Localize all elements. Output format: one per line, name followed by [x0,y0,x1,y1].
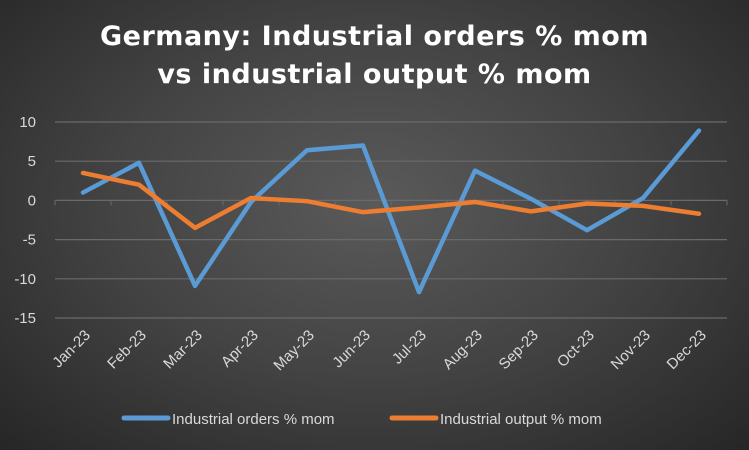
x-tick-label: Jun-23 [329,327,373,371]
series-line-industrial-orders [80,128,702,295]
y-tick-label: -10 [14,271,36,288]
x-tick-label: Oct-23 [554,327,598,371]
legend-label: Industrial orders % mom [172,411,335,428]
x-tick-label: Apr-23 [218,327,262,371]
x-tick-label: Sep-23 [496,327,542,373]
y-tick-label: -5 [23,232,36,249]
x-tick-label: Dec-23 [664,327,710,373]
y-tick-label: 10 [19,114,36,131]
y-tick-label: -15 [14,310,36,327]
chart-title-line-2: vs industrial output % mom [157,59,592,90]
y-tick-label: 0 [28,192,36,209]
legend-label: Industrial output % mom [440,411,602,428]
chart-title-line-1: Germany: Industrial orders % mom [100,21,649,52]
series-line-industrial-output [80,170,702,231]
x-tick-label: Jan-23 [49,327,93,371]
x-tick-label: Aug-23 [440,327,486,373]
y-tick-label: 5 [28,153,36,170]
x-tick-label: Mar-23 [160,327,206,373]
x-tick-label: Nov-23 [608,327,654,373]
x-tick-label: May-23 [270,327,317,374]
x-tick-label: Jul-23 [389,327,430,368]
chart-title: Germany: Industrial orders % mom vs indu… [0,18,749,94]
x-tick-label: Feb-23 [104,327,150,373]
